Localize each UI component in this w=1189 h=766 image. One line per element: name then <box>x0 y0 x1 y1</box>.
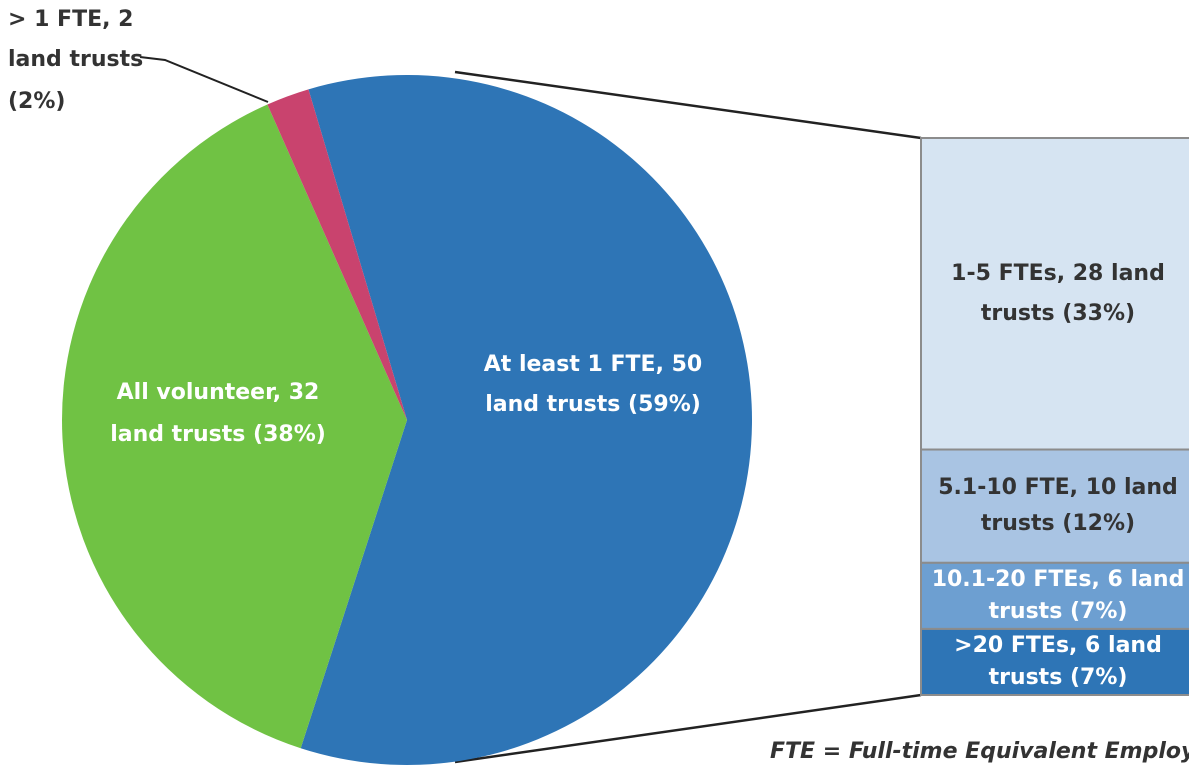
connector-line <box>454 693 922 764</box>
bar-label: 5.1-10 FTE, 10 land <box>938 475 1178 500</box>
bar-label: >20 FTEs, 6 land <box>954 633 1162 658</box>
bar-label: 10.1-20 FTEs, 6 land <box>932 567 1185 592</box>
slice-label: All volunteer, 32 <box>117 380 320 405</box>
bar-label: trusts (7%) <box>989 599 1128 624</box>
slice-label: land trusts <box>8 47 143 72</box>
bar-label: trusts (12%) <box>981 511 1135 536</box>
pie-slice <box>300 74 752 765</box>
slice-label: > 1 FTE, 2 <box>8 7 133 32</box>
pie-slice <box>62 104 408 749</box>
bar-segment <box>920 627 1189 697</box>
slice-label: (2%) <box>8 89 65 114</box>
pie-slice <box>267 89 407 420</box>
bar-label: 1-5 FTEs, 28 land <box>951 261 1165 286</box>
connector-line <box>454 70 922 140</box>
bar-segment <box>920 137 1189 451</box>
footnote: FTE = Full-time Equivalent Employee <box>770 739 1189 764</box>
slice-label: land trusts (59%) <box>485 392 701 417</box>
slice-label: land trusts (38%) <box>110 422 326 447</box>
bar-label: trusts (33%) <box>981 301 1135 326</box>
slice-label: At least 1 FTE, 50 <box>484 352 702 377</box>
bar-segment <box>920 448 1189 564</box>
callout-line <box>139 56 269 103</box>
bar-label: trusts (7%) <box>989 665 1128 690</box>
